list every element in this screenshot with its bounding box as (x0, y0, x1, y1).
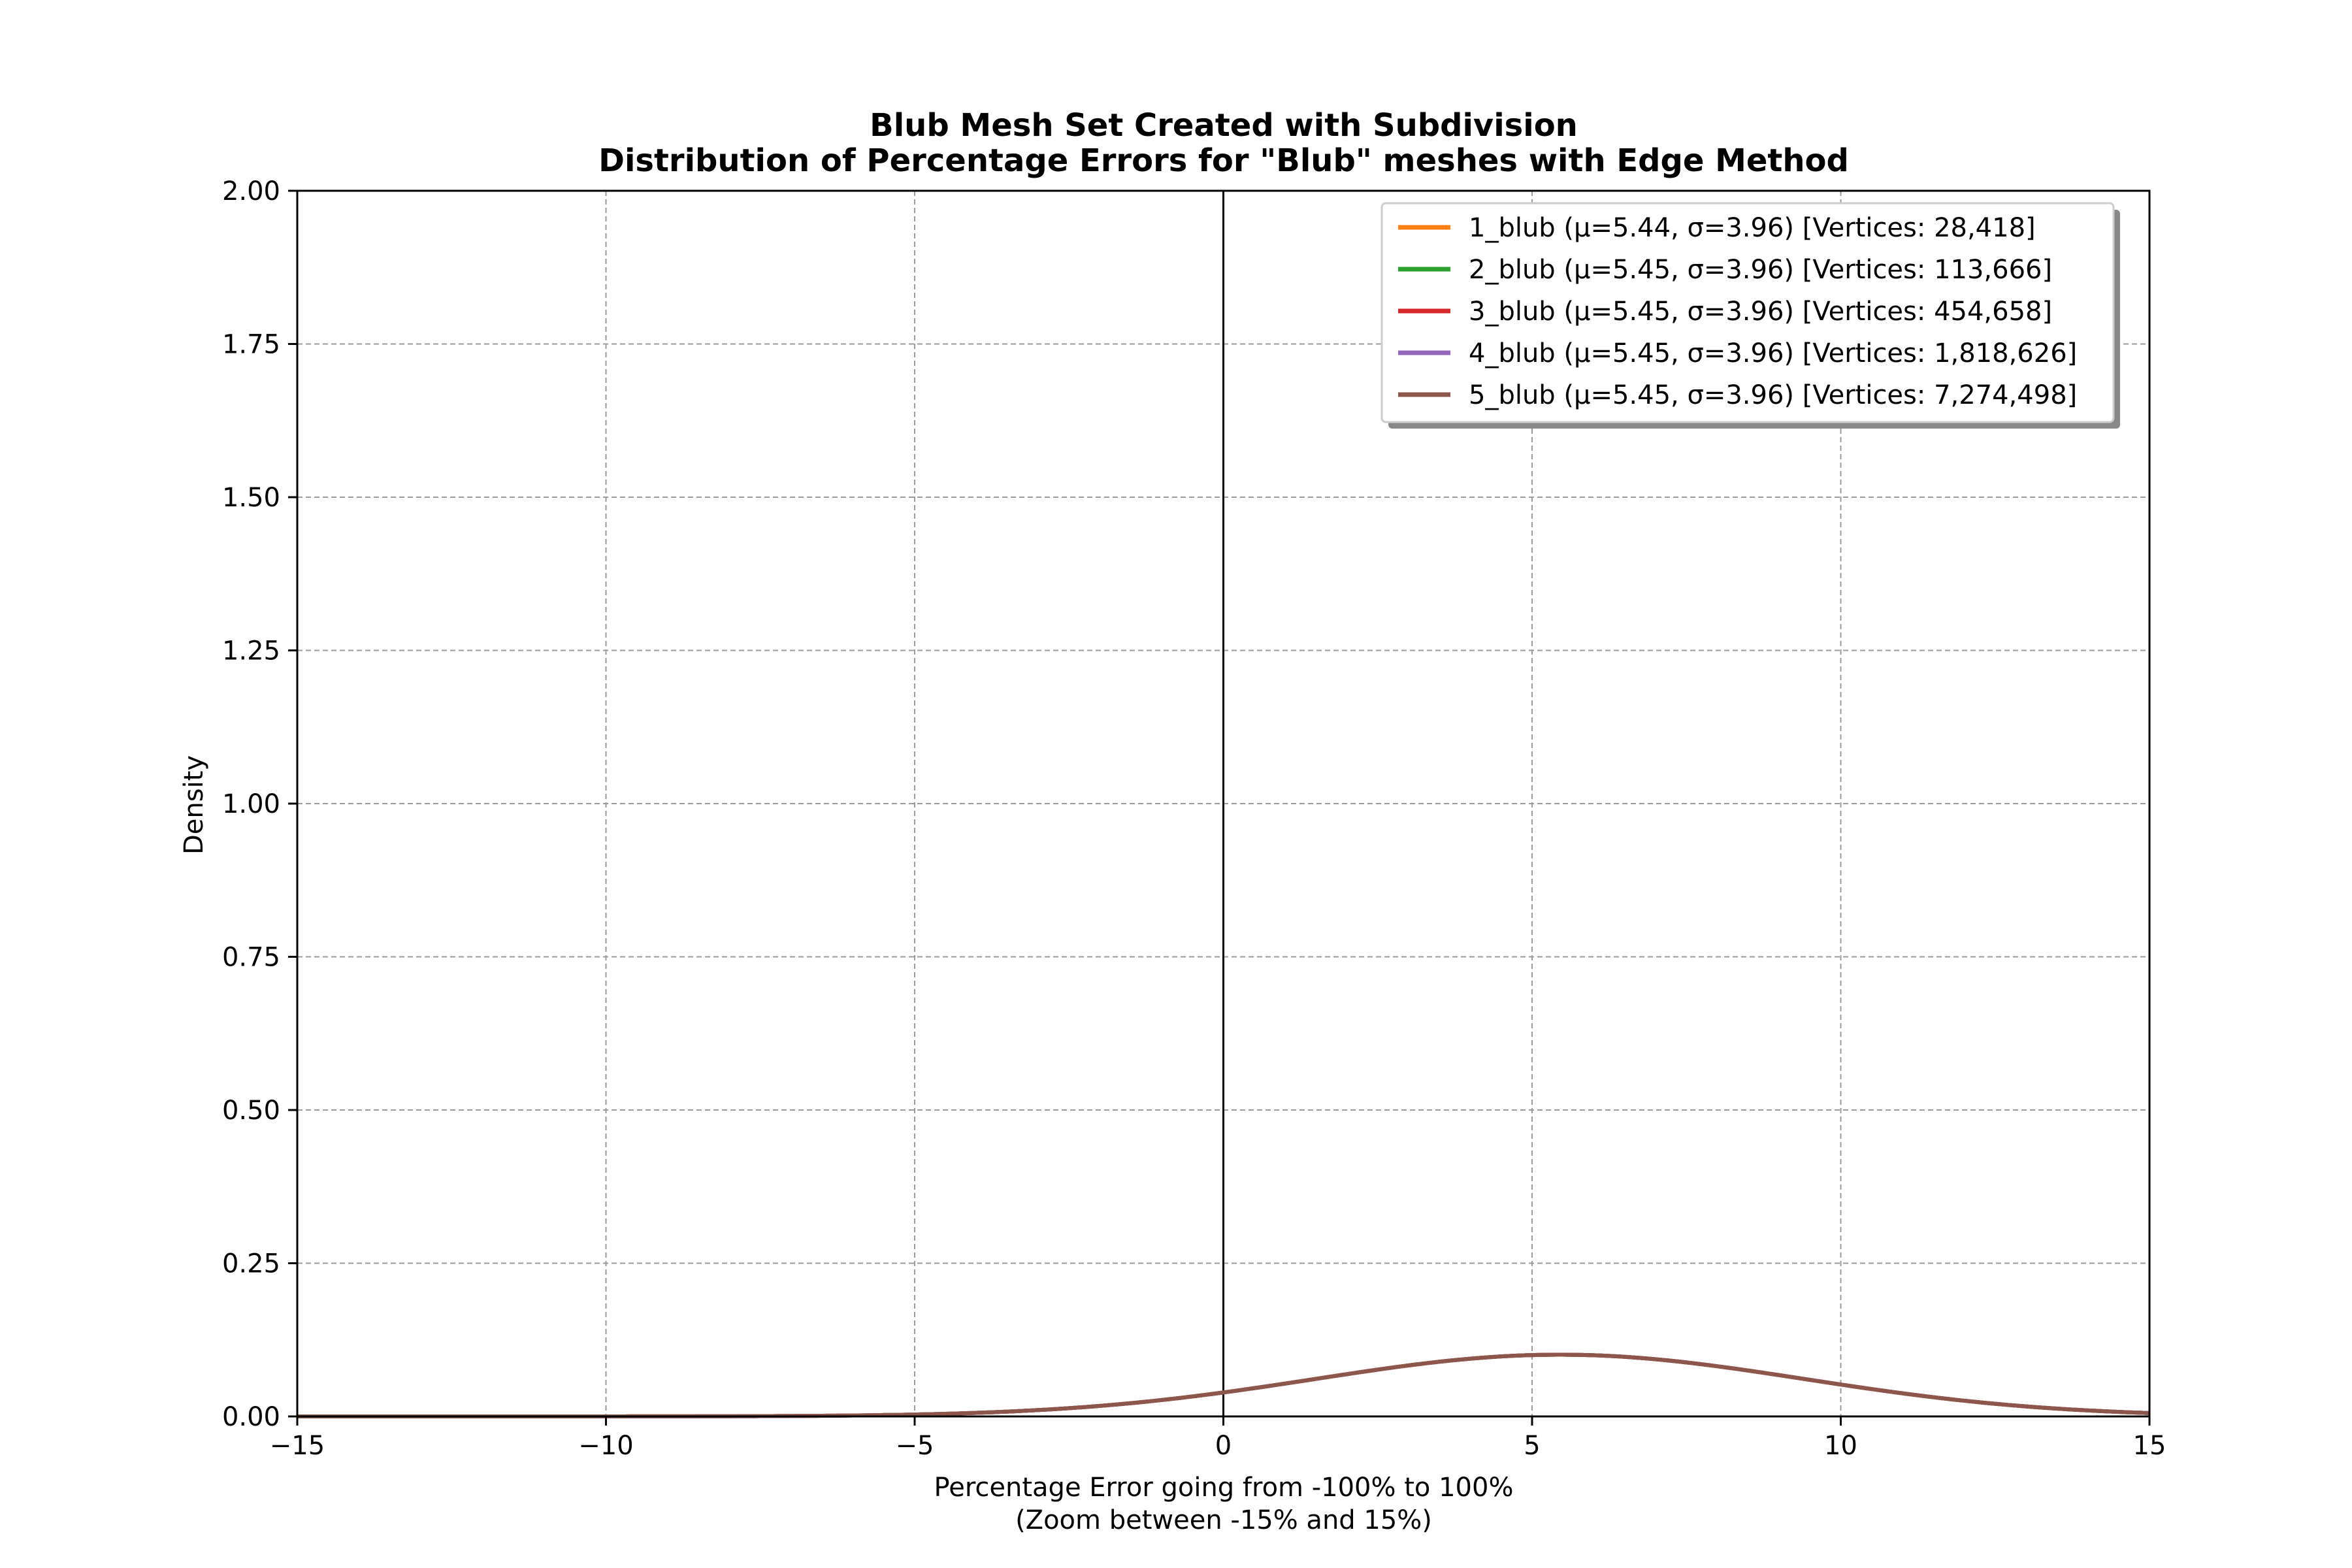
y-tick-label: 2.00 (222, 176, 280, 206)
legend-label-1: 1_blub (μ=5.44, σ=3.96) [Vertices: 28,41… (1469, 213, 2036, 243)
x-tick-label: 0 (1215, 1431, 1232, 1461)
y-tick-label: 1.00 (222, 789, 280, 819)
y-tick-label: 0.50 (222, 1096, 280, 1126)
y-tick-label: 1.25 (222, 636, 280, 666)
x-tick-label: 10 (1824, 1431, 1857, 1461)
y-axis-label: Density (179, 755, 209, 855)
legend-label-3: 3_blub (μ=5.45, σ=3.96) [Vertices: 454,6… (1469, 297, 2052, 327)
legend-box (1380, 202, 2115, 423)
legend: 1_blub (μ=5.44, σ=3.96) [Vertices: 28,41… (1380, 202, 2120, 429)
x-tick-label: 5 (1524, 1431, 1540, 1461)
y-tick-label: 0.25 (222, 1249, 280, 1279)
x-axis-ticks: −15 −10 −5 0 5 10 15 (270, 1416, 2166, 1461)
y-axis-ticks: 0.00 0.25 0.50 0.75 1.00 1.25 1.50 1.75 2.00 (222, 176, 297, 1432)
chart-title-line-1: Blub Mesh Set Created with Subdivision (870, 107, 1578, 144)
x-axis-label-line-1: Percentage Error going from -100% to 100… (934, 1473, 1514, 1503)
legend-label-5: 5_blub (μ=5.45, σ=3.96) [Vertices: 7,274… (1469, 380, 2077, 410)
legend-label-2: 2_blub (μ=5.45, σ=3.96) [Vertices: 113,6… (1469, 255, 2052, 285)
x-tick-label: −5 (896, 1431, 934, 1461)
y-tick-label: 1.50 (222, 483, 280, 513)
y-tick-label: 1.75 (222, 330, 280, 360)
chart-title-line-2: Distribution of Percentage Errors for "B… (598, 142, 1849, 179)
x-tick-label: −15 (270, 1431, 325, 1461)
legend-items: 1_blub (μ=5.44, σ=3.96) [Vertices: 28,41… (1398, 213, 2077, 410)
x-tick-label: 15 (2133, 1431, 2166, 1461)
x-tick-label: −10 (578, 1431, 633, 1461)
legend-label-4: 4_blub (μ=5.45, σ=3.96) [Vertices: 1,818… (1469, 338, 2077, 368)
x-axis-label-line-2: (Zoom between -15% and 15%) (1015, 1505, 1432, 1535)
y-tick-label: 0.00 (222, 1402, 280, 1432)
y-tick-label: 0.75 (222, 943, 280, 973)
